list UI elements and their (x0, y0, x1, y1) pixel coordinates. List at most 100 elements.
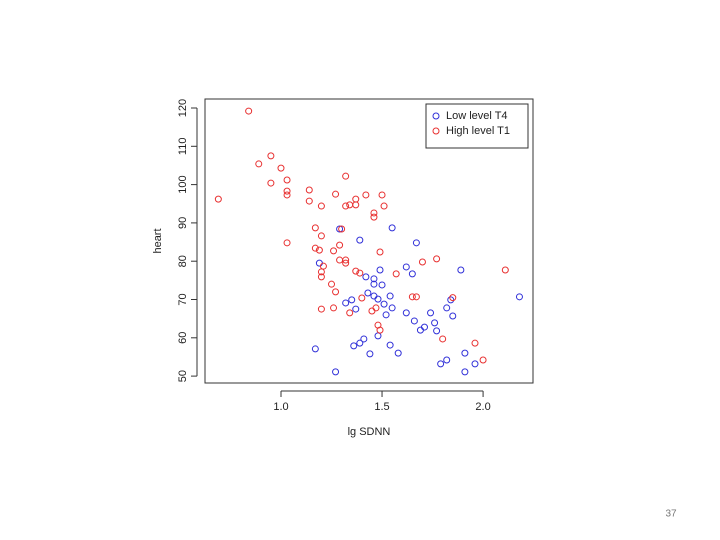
legend-marker (432, 127, 440, 135)
point (376, 266, 384, 274)
page-number: 37 (665, 509, 677, 520)
point (342, 172, 350, 180)
point (317, 273, 325, 281)
point (386, 292, 394, 300)
point (330, 247, 338, 255)
point (416, 326, 424, 334)
point (380, 300, 388, 308)
point (378, 191, 386, 199)
point (332, 288, 340, 296)
point (311, 224, 319, 232)
point (368, 307, 376, 315)
point (317, 268, 325, 276)
point (418, 258, 426, 266)
y-axis-label: heart (152, 228, 164, 253)
y-tick-label: 50 (177, 370, 189, 382)
point (317, 202, 325, 210)
point (348, 296, 356, 304)
legend-box (425, 103, 529, 149)
point (394, 349, 402, 357)
point (342, 259, 350, 267)
legend-label: High level T1 (446, 125, 510, 137)
point (362, 191, 370, 199)
point (267, 152, 275, 160)
point (319, 262, 327, 270)
point (358, 294, 366, 302)
point (328, 280, 336, 288)
y-tick-label: 80 (177, 255, 189, 267)
point (374, 332, 382, 340)
point (352, 201, 360, 209)
point (437, 360, 445, 368)
point (443, 304, 451, 312)
point (362, 273, 370, 281)
point (386, 341, 394, 349)
point (283, 176, 291, 184)
point (433, 327, 441, 335)
point (382, 311, 390, 319)
point (356, 236, 364, 244)
x-axis-label: lg SDNN (348, 426, 391, 438)
point (380, 202, 388, 210)
point (283, 187, 291, 195)
point (255, 160, 263, 168)
x-tick-label: 1.5 (374, 401, 389, 413)
point (370, 213, 378, 221)
point (412, 239, 420, 247)
point (376, 326, 384, 334)
point (332, 368, 340, 376)
point (370, 275, 378, 283)
point (388, 304, 396, 312)
point (443, 356, 451, 364)
point (420, 323, 428, 331)
x-tick-label: 1.0 (273, 401, 288, 413)
point (376, 248, 384, 256)
point (410, 317, 418, 325)
point (378, 281, 386, 289)
point (342, 299, 350, 307)
point (433, 255, 441, 263)
x-tick-label: 2.0 (475, 401, 490, 413)
point (356, 339, 364, 347)
point (370, 292, 378, 300)
point (350, 342, 358, 350)
y-tick-label: 110 (177, 138, 189, 156)
point (305, 197, 313, 205)
y-tick-label: 100 (177, 175, 189, 193)
point (388, 224, 396, 232)
point (471, 339, 479, 347)
point (267, 179, 275, 187)
point (431, 319, 439, 327)
point (332, 190, 340, 198)
y-tick-label: 70 (177, 293, 189, 305)
point (352, 305, 360, 313)
point (408, 293, 416, 301)
point (370, 209, 378, 217)
point (449, 312, 457, 320)
point (305, 186, 313, 194)
point (471, 360, 479, 368)
y-tick-label: 120 (177, 99, 189, 117)
legend-marker (432, 112, 440, 120)
point (346, 309, 354, 317)
plot-frame (204, 98, 534, 384)
point (352, 267, 360, 275)
point (315, 246, 323, 254)
point (461, 368, 469, 376)
point (372, 304, 380, 312)
point (515, 293, 523, 301)
point (402, 309, 410, 317)
point (336, 241, 344, 249)
point (412, 293, 420, 301)
point (330, 304, 338, 312)
point (311, 345, 319, 353)
point (449, 294, 457, 302)
point (366, 350, 374, 358)
point (457, 266, 465, 274)
point (461, 349, 469, 357)
point (336, 256, 344, 264)
point (439, 335, 447, 343)
point (392, 270, 400, 278)
point (447, 296, 455, 304)
